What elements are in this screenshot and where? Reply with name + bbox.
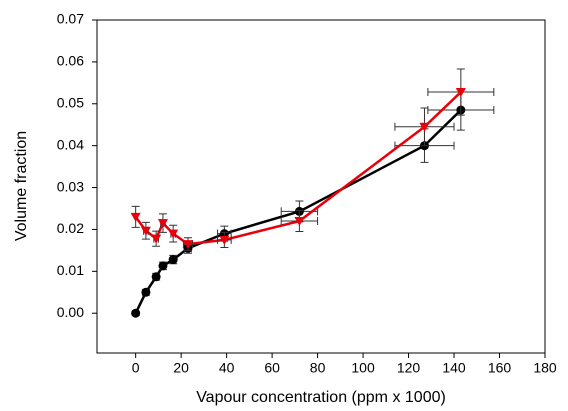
marker [151,234,162,244]
marker [455,88,466,98]
marker [130,212,141,222]
marker [151,272,161,282]
y-tick-label: 0.02 [57,220,84,236]
x-tick-label: 160 [488,360,512,376]
marker [182,240,193,250]
y-tick-label: 0.03 [57,178,84,194]
x-axis-label: Vapour concentration (ppm x 1000) [196,389,446,406]
y-tick-label: 0.00 [57,304,84,320]
marker [131,308,141,318]
marker [219,235,230,245]
x-tick-label: 20 [173,360,189,376]
y-tick-label: 0.04 [57,136,84,152]
marker [140,226,151,236]
x-tick-label: 40 [219,360,235,376]
x-tick-label: 140 [442,360,466,376]
marker [168,255,178,265]
y-tick-label: 0.07 [57,11,84,27]
series-line [134,91,462,246]
x-tick-label: 180 [533,360,557,376]
x-tick-label: 120 [397,360,421,376]
marker [158,261,168,271]
y-axis-label: Volume fraction [13,131,30,241]
marker [168,229,179,239]
marker [157,219,168,229]
x-tick-label: 60 [264,360,280,376]
x-tick-label: 80 [310,360,326,376]
marker [141,287,151,297]
marker [419,122,430,132]
x-tick-label: 0 [132,360,140,376]
y-tick-label: 0.06 [57,53,84,69]
plot-frame [96,19,546,354]
marker [294,217,305,227]
y-tick-label: 0.05 [57,94,84,110]
x-tick-label: 100 [351,360,375,376]
y-tick-label: 0.01 [57,262,84,278]
series-line [134,109,462,314]
